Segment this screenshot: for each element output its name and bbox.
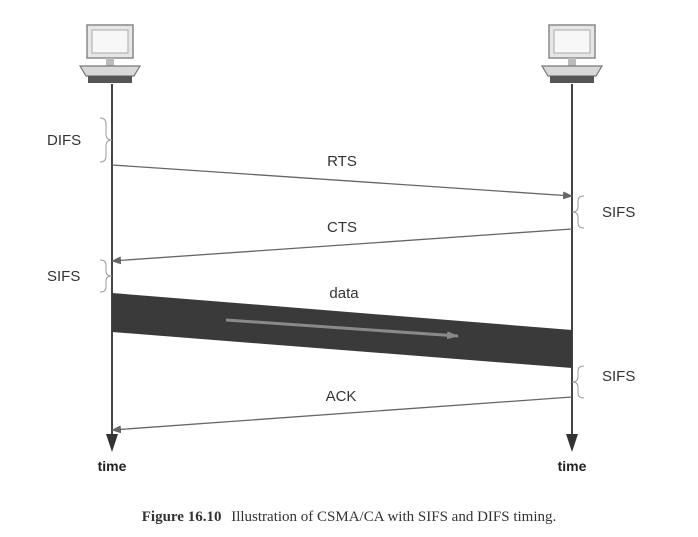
figure-caption-text: Illustration of CSMA/CA with SIFS and DI…	[231, 509, 556, 525]
data-label: data	[329, 285, 359, 302]
right-time-axis	[566, 84, 578, 452]
data-direction-arrow	[225, 318, 459, 340]
sifs-right-label-2: SIFS	[602, 368, 635, 385]
sifs-right-brace-1	[571, 195, 585, 229]
left-time-label: time	[98, 458, 127, 474]
right-time-label: time	[558, 458, 587, 474]
sifs-right-brace-2	[571, 365, 585, 399]
difs-label: DIFS	[47, 132, 81, 149]
rts-label: RTS	[327, 153, 357, 170]
sifs-right-label-1: SIFS	[602, 204, 635, 221]
cts-arrow	[111, 228, 573, 265]
ack-label: ACK	[326, 388, 357, 405]
sifs-left-label: SIFS	[47, 268, 80, 285]
sifs-left-brace	[99, 259, 113, 293]
ack-arrow	[111, 396, 573, 434]
figure-caption: Figure 16.10 Illustration of CSMA/CA wit…	[142, 509, 557, 525]
cts-label: CTS	[327, 219, 357, 236]
rts-arrow	[111, 164, 573, 200]
left-computer-icon	[78, 24, 142, 83]
right-computer-icon	[540, 24, 604, 83]
difs-brace	[99, 117, 113, 163]
figure-number: Figure 16.10	[142, 509, 222, 525]
data-frame-band	[112, 293, 572, 368]
